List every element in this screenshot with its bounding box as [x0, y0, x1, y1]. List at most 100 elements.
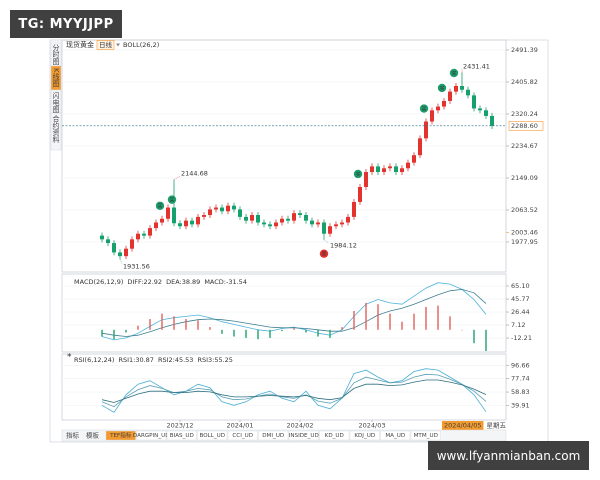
- x-tick-label: 2023/12: [166, 422, 193, 430]
- histogram-bar: [461, 329, 463, 331]
- indicator-tab-label[interactable]: MTM_UD: [414, 433, 438, 439]
- period-box[interactable]: [96, 40, 115, 50]
- indicator-tab-label[interactable]: TEF指标: [109, 431, 132, 439]
- buy-signal-label: 买: [439, 85, 444, 92]
- crosshair-date: 2024/04/05: [444, 422, 481, 430]
- y-tick-label: 2149.09: [511, 174, 538, 182]
- histogram-bar: [149, 319, 151, 330]
- legend-entry: RSI1:30.87: [118, 356, 154, 364]
- buy-signal-label: 买: [157, 203, 162, 210]
- buy-signal: [167, 195, 177, 204]
- histogram-bar: [377, 304, 379, 330]
- indicator-tab[interactable]: [105, 430, 136, 441]
- sidebar-label[interactable]: 闪电图: [52, 91, 60, 114]
- indicator-tab-label[interactable]: DARGPIN_UD: [133, 433, 170, 439]
- overlay-badge: TG: MYYJJPP: [10, 10, 122, 38]
- ref-price-label: 2003.46: [511, 228, 538, 236]
- histogram-bar: [449, 316, 451, 330]
- indicator-tab-label[interactable]: BIAS_UD: [170, 433, 194, 439]
- sidebar-label[interactable]: K线图: [52, 68, 60, 88]
- legend-entry: RSI2:45.53: [158, 356, 194, 364]
- candle-body: [310, 220, 314, 225]
- tab-label[interactable]: 模板: [86, 431, 100, 440]
- rsi-marker: *: [67, 353, 72, 363]
- dropdown-icon[interactable]: [116, 43, 120, 47]
- weekday-label: 星期五: [486, 422, 506, 430]
- tab-label[interactable]: 指标: [66, 431, 80, 440]
- histogram-bar: [485, 329, 487, 352]
- legend-entry: MACD:-31.54: [204, 278, 247, 286]
- legend-entry: DEA:38.89: [166, 278, 200, 286]
- legend-entry: RSI3:55.25: [197, 356, 233, 364]
- annotation-leader: [119, 259, 123, 264]
- histogram-bar: [137, 325, 139, 330]
- candle-body: [184, 220, 188, 227]
- last-price-label: 2288.60: [511, 122, 538, 130]
- histogram-bar: [389, 313, 391, 330]
- y-tick-label: 2063.52: [511, 206, 538, 214]
- candle-body: [286, 218, 290, 221]
- price-panel: [61, 39, 507, 273]
- candle-body: [124, 248, 128, 257]
- histogram-bar: [161, 313, 163, 330]
- histogram-bar: [257, 329, 259, 340]
- candle-body: [400, 168, 404, 173]
- buy-signal: [155, 201, 165, 210]
- histogram-bar: [401, 321, 403, 330]
- indicator-tab-label[interactable]: DMI_UD: [262, 433, 284, 439]
- indicator-tab[interactable]: [197, 430, 228, 441]
- indicator-tab[interactable]: [136, 430, 167, 441]
- buy-signal: [449, 68, 459, 78]
- indicator-label: BOLL(26,2): [123, 41, 159, 49]
- histogram-bar: [233, 329, 235, 337]
- candle-body: [268, 224, 272, 227]
- indicator-tab[interactable]: [227, 430, 258, 441]
- indicator-tab-label[interactable]: MA_UD: [385, 433, 405, 439]
- candle-body: [454, 86, 458, 92]
- candle-body: [118, 252, 122, 257]
- indicator-tab[interactable]: [410, 430, 441, 441]
- candle-body: [490, 115, 494, 126]
- candle-body: [238, 209, 242, 217]
- candle-body: [424, 121, 428, 139]
- histogram-bar: [329, 329, 331, 338]
- candle-body: [448, 91, 452, 101]
- sidebar-label[interactable]: 合约资料: [52, 114, 60, 144]
- panel-title: MACD(26,12,9): [74, 278, 123, 286]
- indicator-tab[interactable]: [380, 430, 411, 441]
- candle-body: [136, 233, 140, 240]
- candle-body: [370, 166, 374, 173]
- indicator-tab-label[interactable]: KDJ_UD: [354, 433, 375, 439]
- y-tick-label: 2320.24: [511, 110, 538, 118]
- candle-body: [226, 205, 230, 212]
- histogram-bar: [113, 329, 115, 340]
- candle-body: [202, 215, 206, 217]
- indicator-tab-label[interactable]: INSIDE_UD: [289, 433, 319, 439]
- instrument-title: 现货黄金: [66, 40, 94, 49]
- series-line: [101, 373, 487, 408]
- indicator-tab[interactable]: [319, 430, 350, 441]
- candle-body: [196, 216, 200, 225]
- histogram-bar: [425, 306, 427, 330]
- histogram-bar: [125, 329, 127, 333]
- indicator-tab-label[interactable]: CCI_UD: [232, 433, 253, 439]
- indicator-tab[interactable]: [166, 430, 197, 441]
- y-tick-label: 26.44: [511, 308, 530, 316]
- candle-body: [256, 215, 260, 223]
- sidebar-label[interactable]: 分时图: [52, 43, 60, 66]
- sidebar-tab[interactable]: [50, 112, 62, 151]
- period-label[interactable]: 日线: [99, 40, 113, 49]
- extreme-label: 2431.41: [463, 62, 490, 70]
- candle-body: [304, 215, 308, 221]
- buy-signal-label: 买: [421, 105, 426, 112]
- indicator-tab-label[interactable]: BOLL_UD: [199, 433, 225, 439]
- candle-body: [376, 166, 380, 173]
- indicator-tab-label[interactable]: KD_UD: [325, 433, 344, 439]
- buy-signal: [437, 83, 447, 93]
- buy-signal: [419, 104, 429, 113]
- indicator-tab[interactable]: [349, 430, 380, 441]
- y-tick-label: 2491.39: [511, 46, 538, 54]
- indicator-tab[interactable]: [258, 430, 289, 441]
- candle-body: [262, 222, 266, 225]
- indicator-tab[interactable]: [288, 430, 319, 441]
